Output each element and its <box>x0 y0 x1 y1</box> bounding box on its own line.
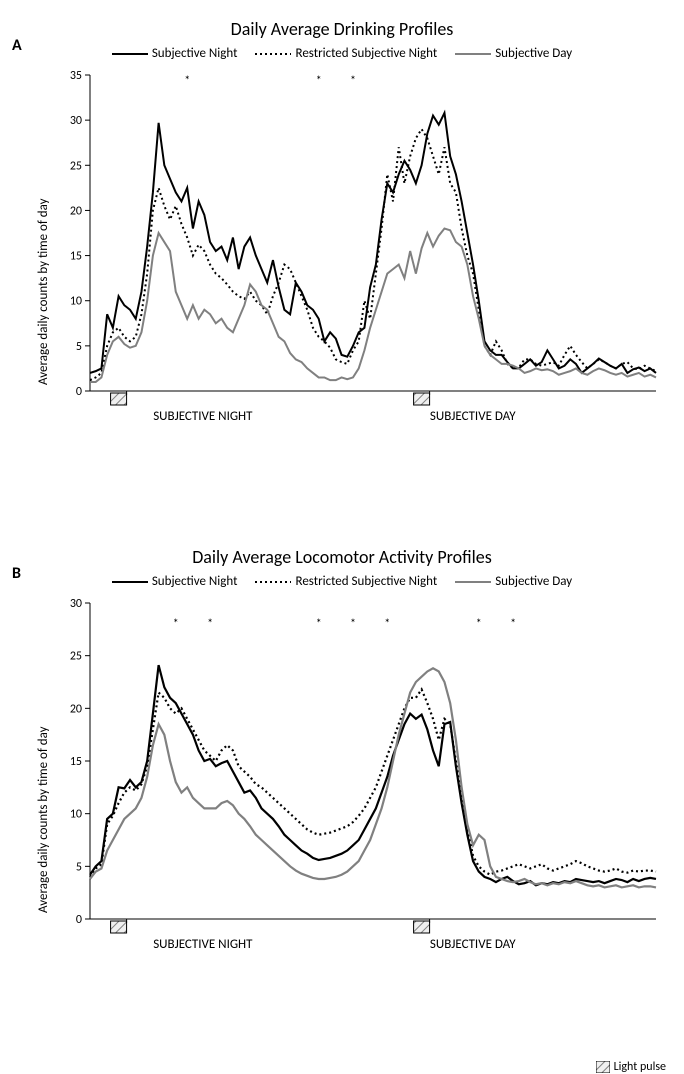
panel-a-svg: 0 5 10 15 20 25 30 35 * * * <box>56 65 666 425</box>
panel-a-title: Daily Average Drinking Profiles <box>0 18 684 40</box>
svg-text:35: 35 <box>70 69 82 83</box>
panel-b-legend: Subjective Night Restricted Subjective Ni… <box>0 574 684 589</box>
panel-a-legend: Subjective Night Restricted Subjective Ni… <box>0 46 684 61</box>
svg-text:30: 30 <box>70 114 82 128</box>
svg-text:25: 25 <box>70 159 82 173</box>
panel-b-xlabel-day: SUBJECTIVE DAY <box>430 937 516 952</box>
svg-text:*: * <box>510 617 516 631</box>
legend-label: Restricted Subjective Night <box>295 574 437 589</box>
legend-item: Subjective Night <box>112 574 238 589</box>
svg-text:20: 20 <box>70 204 82 218</box>
svg-text:*: * <box>173 617 179 631</box>
panel-b-label: B <box>12 564 21 583</box>
svg-text:10: 10 <box>70 295 82 309</box>
svg-text:5: 5 <box>76 340 82 354</box>
svg-text:*: * <box>316 74 322 88</box>
panel-a-label: A <box>12 36 22 55</box>
svg-text:15: 15 <box>70 250 82 264</box>
panel-b-chart-wrap: Average daily counts by time of day 0510… <box>56 593 666 953</box>
legend-label: Subjective Night <box>152 574 238 589</box>
svg-text:30: 30 <box>70 597 82 611</box>
legend-item: Restricted Subjective Night <box>255 46 437 61</box>
light-pulse-swatch-icon <box>596 1061 610 1073</box>
panel-a: A Daily Average Drinking Profiles Subjec… <box>0 18 684 528</box>
svg-text:*: * <box>316 617 322 631</box>
panel-b-svg: 0 5 10 15 20 25 30 * * * * * * * <box>56 593 666 953</box>
svg-text:0: 0 <box>76 913 82 927</box>
panel-a-xlabel-night: SUBJECTIVE NIGHT <box>153 409 252 424</box>
legend-item: Subjective Day <box>455 46 572 61</box>
panel-b: B Daily Average Locomotor Activity Profi… <box>0 546 684 1056</box>
panel-b-title: Daily Average Locomotor Activity Profile… <box>0 546 684 568</box>
panel-b-ylabel: Average daily counts by time of day <box>36 726 51 913</box>
panel-a-chart-wrap: Average daily counts by time of day 0510… <box>56 65 666 425</box>
panel-b-xlabel-night: SUBJECTIVE NIGHT <box>153 937 252 952</box>
svg-text:25: 25 <box>70 650 82 664</box>
light-pulse-legend: Light pulse <box>0 1060 684 1074</box>
svg-text:*: * <box>184 74 190 88</box>
svg-text:*: * <box>207 617 213 631</box>
svg-text:15: 15 <box>70 755 82 769</box>
svg-text:5: 5 <box>76 860 82 874</box>
svg-text:*: * <box>350 617 356 631</box>
panel-a-ylabel: Average daily counts by time of day <box>36 198 51 385</box>
legend-label: Subjective Night <box>152 46 238 61</box>
legend-item: Subjective Day <box>455 574 572 589</box>
legend-item: Restricted Subjective Night <box>255 574 437 589</box>
legend-label: Subjective Day <box>495 46 572 61</box>
svg-text:*: * <box>384 617 390 631</box>
light-pulse-label: Light pulse <box>614 1060 666 1074</box>
legend-item: Subjective Night <box>112 46 238 61</box>
svg-text:0: 0 <box>76 385 82 399</box>
legend-label: Subjective Day <box>495 574 572 589</box>
svg-text:10: 10 <box>70 808 82 822</box>
svg-text:20: 20 <box>70 702 82 716</box>
svg-text:*: * <box>476 617 482 631</box>
svg-text:*: * <box>350 74 356 88</box>
legend-label: Restricted Subjective Night <box>295 46 437 61</box>
panel-a-xlabel-day: SUBJECTIVE DAY <box>430 409 516 424</box>
